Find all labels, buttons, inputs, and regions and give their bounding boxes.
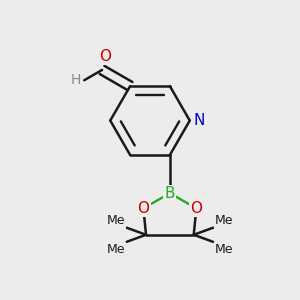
Text: O: O (137, 201, 149, 216)
Text: Me: Me (107, 243, 125, 256)
Text: Me: Me (107, 214, 125, 227)
Text: H: H (71, 73, 81, 87)
Text: N: N (194, 113, 205, 128)
Text: Me: Me (214, 243, 233, 256)
Text: O: O (100, 49, 112, 64)
Text: Me: Me (214, 214, 233, 227)
Text: O: O (190, 201, 202, 216)
Text: B: B (165, 186, 175, 201)
